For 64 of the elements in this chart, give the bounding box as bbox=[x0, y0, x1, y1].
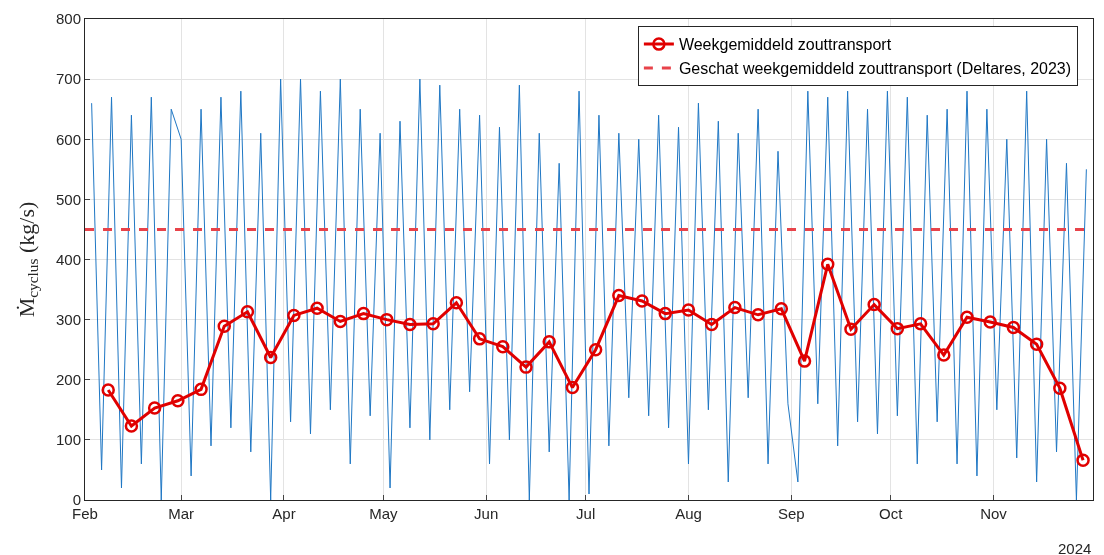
point bbox=[472, 332, 487, 346]
point bbox=[937, 348, 951, 362]
point bbox=[217, 319, 232, 333]
point bbox=[612, 288, 626, 303]
y-tick-label: 500 bbox=[55, 190, 81, 208]
point bbox=[101, 383, 115, 397]
point bbox=[426, 317, 440, 331]
point bbox=[1076, 453, 1090, 468]
text: 2024 bbox=[1058, 540, 1092, 555]
x-tick-label: Jun bbox=[474, 505, 499, 522]
x-tick-label: Apr bbox=[272, 505, 296, 522]
point bbox=[379, 312, 394, 327]
x-tick-label: Jul bbox=[576, 505, 596, 522]
y-tick-label: 600 bbox=[55, 130, 81, 148]
y-tick-label: 800 bbox=[55, 10, 81, 28]
point bbox=[681, 303, 696, 317]
point bbox=[797, 354, 812, 368]
point bbox=[310, 301, 324, 315]
point bbox=[1029, 337, 1044, 352]
line-series bbox=[91, 78, 1087, 500]
point bbox=[1006, 320, 1021, 335]
point bbox=[704, 317, 719, 332]
y-tick-label: 300 bbox=[55, 310, 81, 328]
point bbox=[844, 322, 858, 336]
x-tick-label: Aug bbox=[675, 505, 702, 522]
point bbox=[565, 380, 580, 395]
y-tick-label: 100 bbox=[55, 431, 81, 449]
point bbox=[774, 302, 789, 316]
point bbox=[867, 297, 881, 312]
legend-label: Weekgemiddeld zouttransport bbox=[678, 36, 892, 54]
point bbox=[588, 342, 603, 357]
point bbox=[263, 350, 278, 365]
x-tick-label: Mar bbox=[168, 505, 195, 522]
y-tick-label: 700 bbox=[55, 70, 81, 88]
point bbox=[658, 306, 673, 321]
x-tick-label: Sep bbox=[777, 505, 805, 522]
legend-label: Geschat weekgemiddeld zouttransport (Deltares, 2023) bbox=[678, 60, 1072, 78]
x-tick-label: May bbox=[369, 505, 399, 522]
point bbox=[890, 321, 905, 336]
point bbox=[240, 305, 255, 319]
point bbox=[983, 315, 997, 329]
point bbox=[124, 419, 139, 433]
y-tick-label: 200 bbox=[55, 371, 81, 388]
point bbox=[751, 308, 765, 322]
point bbox=[171, 394, 185, 408]
point bbox=[960, 310, 974, 324]
point bbox=[542, 335, 556, 349]
point bbox=[449, 296, 464, 310]
point bbox=[1053, 381, 1067, 395]
point bbox=[356, 306, 371, 321]
point bbox=[333, 314, 348, 329]
point bbox=[287, 308, 301, 323]
point bbox=[635, 294, 649, 308]
point bbox=[519, 360, 533, 374]
point bbox=[496, 339, 510, 354]
point bbox=[194, 382, 208, 397]
point bbox=[147, 401, 162, 415]
point bbox=[913, 317, 928, 331]
point bbox=[403, 317, 417, 332]
point bbox=[728, 300, 742, 315]
x-tick-label: Oct bbox=[879, 505, 904, 522]
y-tick-label: 400 bbox=[55, 250, 81, 268]
point bbox=[820, 257, 835, 272]
x-tick-label: Nov bbox=[980, 505, 1008, 522]
